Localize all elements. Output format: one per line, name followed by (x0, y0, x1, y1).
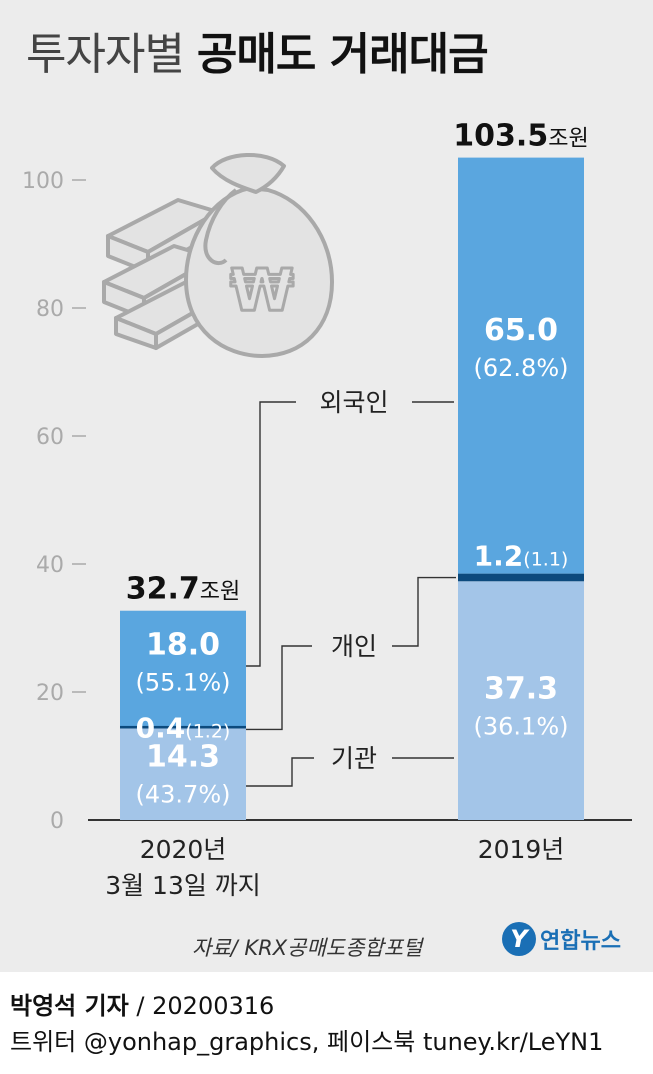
bar-segment-외국인 (458, 157, 584, 574)
value-개인: 1.2 (474, 540, 524, 573)
reporter: 박영석 기자 (10, 992, 129, 1020)
yonhap-logo-text: 연합뉴스 (540, 929, 621, 954)
credit-separator: / (136, 992, 145, 1020)
total-unit: 조원 (200, 580, 240, 605)
y-tick-label: 60 (36, 425, 64, 450)
share-label-외국인: (62.8%) (474, 354, 569, 382)
value-label-기관: 14.3 (146, 739, 220, 774)
total-value: 103.5 (453, 119, 548, 154)
value-label-외국인: 18.0 (146, 627, 220, 662)
category-label: 2020년 (140, 835, 227, 864)
category-label: 2019년 (478, 835, 565, 864)
total-label: 32.7조원 (126, 572, 241, 607)
credit-line-2: 트위터 @yonhap_graphics, 페이스북 tuney.kr/LeYN… (10, 1028, 604, 1056)
category-label: 3월 13일 까지 (105, 871, 261, 900)
y-tick-label: 0 (50, 809, 64, 834)
y-axis: 0 20 40 60 80 100 (22, 169, 632, 834)
leader-외국인-left (246, 401, 296, 667)
value-label-기관: 37.3 (484, 672, 558, 707)
leader-기관-left (246, 757, 314, 787)
value-개인: 0.4 (136, 711, 186, 744)
bars (120, 157, 584, 820)
value-label-개인: 1.2(1.1) (474, 540, 569, 573)
bar-segment-기관 (120, 728, 246, 820)
yonhap-logo: Y 연합뉴스 (502, 922, 621, 956)
source-note: 자료/ KRX공매도종합포털 (192, 936, 423, 960)
bar-segment-개인 (120, 725, 246, 729)
share-label-외국인: (55.1%) (136, 668, 231, 696)
share-label-기관: (36.1%) (474, 713, 569, 741)
leader-개인-right (392, 576, 456, 647)
series-label-외국인: 외국인 (319, 388, 388, 417)
value-label-외국인: 65.0 (484, 313, 558, 348)
total-label: 103.5조원 (453, 119, 588, 154)
title-prefix: 투자자별 (26, 29, 185, 80)
credit-line-1: 박영석 기자 / 20200316 (10, 986, 274, 1021)
chart-title: 투자자별 공매도 거래대금 (26, 18, 489, 82)
money-bag-icon: ₩ (102, 153, 334, 358)
value-label-개인: 0.4(1.2) (136, 711, 231, 744)
bar-segment-개인 (458, 573, 584, 582)
share-개인: (1.2) (185, 720, 230, 742)
yonhap-logo-mark: Y (502, 922, 536, 956)
share-개인: (1.1) (523, 549, 568, 571)
y-tick-label: 20 (36, 681, 64, 706)
series-label-기관: 기관 (331, 744, 377, 773)
y-tick-label: 40 (36, 553, 64, 578)
y-tick-label: 80 (36, 297, 64, 322)
title-main: 공매도 거래대금 (196, 29, 489, 80)
total-unit: 조원 (548, 127, 588, 152)
credit-date: 20200316 (152, 992, 275, 1020)
series-label-개인: 개인 (331, 632, 377, 661)
y-tick-label: 100 (22, 169, 64, 194)
svg-text:₩: ₩ (230, 256, 294, 324)
share-label-기관: (43.7%) (136, 780, 231, 808)
leader-개인-left (246, 645, 312, 731)
bar-segment-외국인 (120, 610, 246, 726)
bar-labels: 14.3(43.7%)18.0(55.1%)0.4(1.2)32.7조원2020… (105, 119, 589, 900)
bar-segment-기관 (458, 581, 584, 820)
total-value: 32.7 (126, 572, 200, 607)
